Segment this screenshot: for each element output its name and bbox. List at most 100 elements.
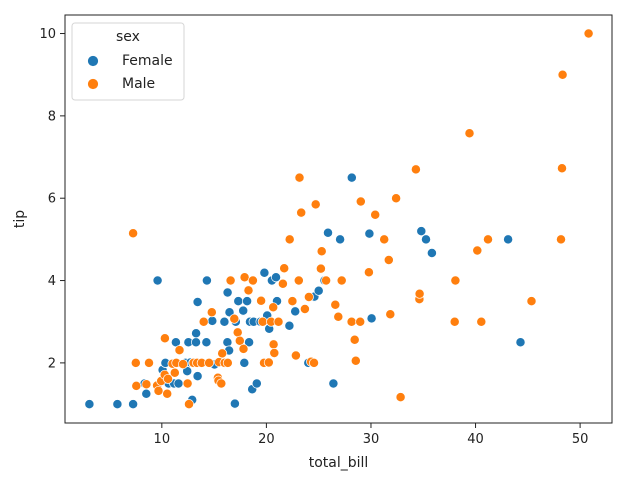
data-point-male [257,316,268,327]
data-point-male [296,207,307,218]
data-point-male [128,228,139,239]
data-point-male [144,357,154,368]
data-point-male [395,392,406,403]
data-point-male [256,295,267,306]
legend: sex Female Male [71,22,185,101]
data-point-male [350,355,361,366]
x-tick-label: 30 [363,432,380,447]
legend-title: sex [116,29,140,45]
data-point-male [216,378,227,389]
data-point-female [515,337,526,348]
data-point-male [557,163,567,174]
data-point-male [449,316,460,327]
data-point-female [421,234,431,245]
data-point-male [316,246,327,257]
data-point-female [313,285,324,296]
y-tick-label: 4 [48,274,56,289]
x-tick-label: 50 [572,432,589,447]
data-point-female [173,378,184,389]
data-point-male [232,327,243,338]
data-point-female [239,357,250,368]
data-point-female [323,227,333,238]
x-axis-label: total_bill [309,455,369,471]
data-point-male [239,272,250,283]
data-point-female [141,388,152,399]
data-point-female [284,320,295,331]
data-point-female [335,234,346,245]
data-point-male [284,234,295,245]
x-tick-label: 40 [467,432,484,447]
data-point-male [229,313,240,324]
data-point-female [238,305,249,316]
data-point-male [169,367,180,378]
data-point-female [229,398,240,409]
data-point-male [526,296,537,307]
data-point-male [483,234,493,245]
data-point-male [414,288,425,299]
data-point-male [130,357,141,368]
data-point-female [364,228,375,239]
data-point-male [225,275,236,286]
data-point-male [163,373,173,384]
y-tick-label: 6 [48,192,56,207]
data-point-female [192,371,203,382]
data-point-male [159,333,170,344]
data-point-male [277,278,288,289]
data-point-female [366,313,377,324]
legend-label-male: Male [122,76,155,92]
x-tick-label: 10 [154,432,171,447]
data-point-male [363,267,374,278]
data-point-female [152,275,163,286]
x-tick-label: 20 [258,432,275,447]
data-point-female [233,296,244,307]
data-point-male [182,378,193,389]
data-point-male [355,196,366,207]
data-point-male [243,285,254,296]
plot-frame [64,14,613,424]
data-point-male [184,399,194,410]
data-point-male [222,357,233,368]
data-point-female [251,378,262,389]
data-point-male [349,334,360,345]
y-tick-label: 8 [48,109,56,124]
data-point-female [503,234,514,245]
data-point-male [383,255,394,265]
data-point-male [268,339,279,350]
data-point-male [385,309,396,320]
data-point-male [583,28,594,39]
data-point-male [330,299,341,310]
data-point-male [336,275,347,286]
data-point-male [268,302,279,313]
data-point-male [269,348,280,358]
data-point-male [476,316,487,327]
data-point-female [346,172,357,183]
data-point-male [204,357,215,368]
data-point-male [464,128,475,139]
data-point-male [472,245,483,256]
data-point-male [238,343,249,354]
data-point-female [219,316,230,327]
axis-ticks: 10 20 30 40 50 2 4 6 8 10 [39,27,588,447]
data-point-male [162,388,173,399]
data-point-female [416,226,427,237]
data-point-female [201,275,212,286]
data-point-male [206,307,217,318]
data-point-male [303,292,314,302]
data-point-male [450,275,461,286]
data-point-male [315,263,326,274]
y-axis-label: tip [12,210,28,228]
data-point-male [178,359,188,370]
data-point-male [131,380,142,391]
data-point-female [271,272,281,283]
data-point-male [556,234,566,245]
data-point-female [242,296,253,307]
y-tick-label: 10 [39,27,56,42]
data-point-male [217,348,228,359]
data-point-male [263,357,274,368]
data-point-male [410,164,421,175]
data-point-female [222,337,233,348]
legend-box [71,22,185,101]
data-point-female [112,399,123,410]
legend-marker-female [87,55,99,67]
